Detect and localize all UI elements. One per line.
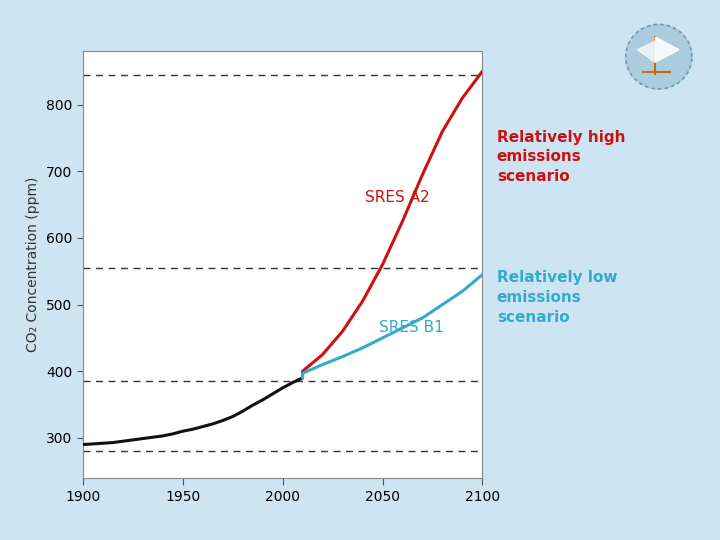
Y-axis label: CO₂ Concentration (ppm): CO₂ Concentration (ppm) xyxy=(27,177,40,352)
Text: Relatively high
emissions
scenario: Relatively high emissions scenario xyxy=(497,130,625,184)
Text: Relatively low
emissions
scenario: Relatively low emissions scenario xyxy=(497,270,617,325)
Polygon shape xyxy=(655,37,679,62)
Text: SRES A2: SRES A2 xyxy=(364,191,429,205)
Circle shape xyxy=(626,24,692,89)
Polygon shape xyxy=(637,41,655,62)
Text: SRES B1: SRES B1 xyxy=(379,320,444,335)
